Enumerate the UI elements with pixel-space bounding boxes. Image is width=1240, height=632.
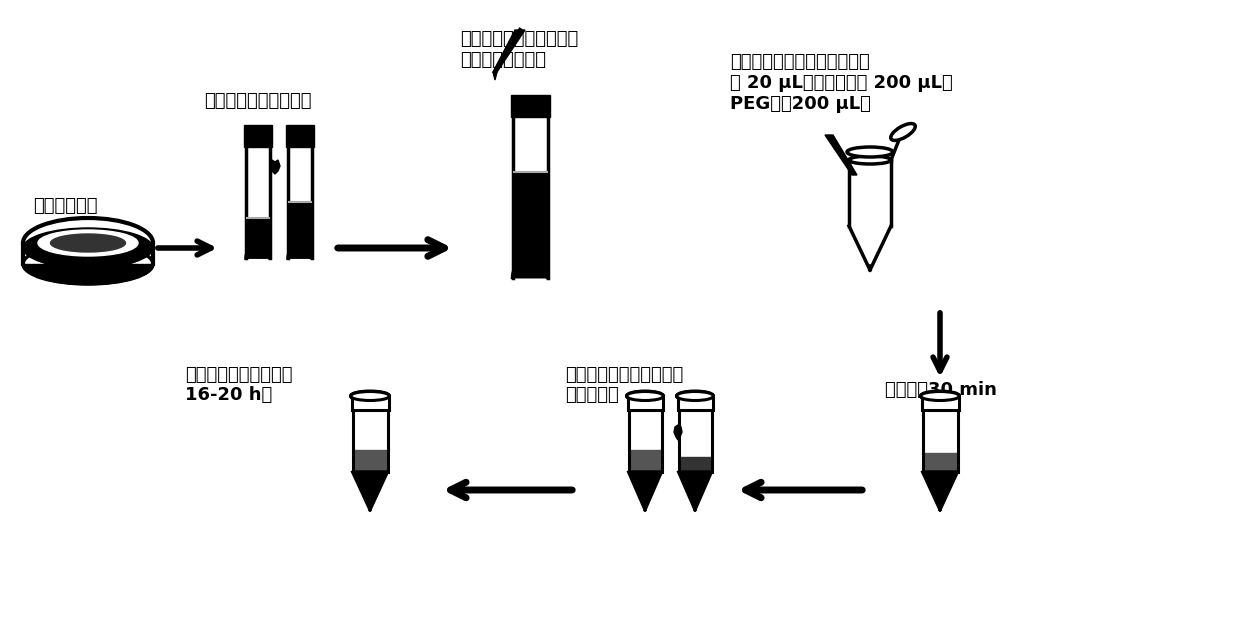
Polygon shape: [512, 260, 548, 277]
Polygon shape: [512, 115, 548, 277]
Polygon shape: [270, 160, 280, 174]
Text: 低速离心，获得沉淀。: 低速离心，获得沉淀。: [205, 92, 311, 110]
Text: 依次加入目的基因表达载体质
粒 20 μL，获取的液体 200 μL，
PEG溶液200 μL。: 依次加入目的基因表达载体质 粒 20 μL，获取的液体 200 μL， PEG溶…: [730, 53, 952, 112]
Polygon shape: [677, 396, 713, 410]
Ellipse shape: [920, 391, 960, 401]
Polygon shape: [288, 145, 312, 258]
Polygon shape: [923, 410, 957, 472]
Polygon shape: [849, 226, 892, 270]
Polygon shape: [924, 453, 956, 471]
Ellipse shape: [351, 391, 389, 401]
Text: 室温反应30 min: 室温反应30 min: [885, 381, 997, 399]
Polygon shape: [494, 30, 525, 72]
Polygon shape: [678, 472, 712, 510]
Polygon shape: [246, 246, 270, 258]
Ellipse shape: [38, 230, 138, 256]
Polygon shape: [289, 202, 311, 257]
Polygon shape: [629, 472, 661, 510]
Polygon shape: [513, 172, 547, 277]
Ellipse shape: [677, 391, 713, 401]
Polygon shape: [352, 410, 387, 472]
Ellipse shape: [626, 391, 663, 401]
Text: 避光酶解叶片: 避光酶解叶片: [33, 197, 98, 215]
Ellipse shape: [51, 234, 125, 252]
Polygon shape: [629, 410, 661, 472]
Polygon shape: [247, 247, 269, 258]
Polygon shape: [244, 125, 272, 147]
Ellipse shape: [920, 391, 960, 401]
Ellipse shape: [890, 124, 915, 140]
Polygon shape: [511, 95, 549, 117]
Polygon shape: [924, 471, 956, 508]
Polygon shape: [921, 396, 959, 410]
Ellipse shape: [849, 156, 892, 164]
Polygon shape: [247, 219, 269, 257]
Text: 重悬沉淀，获得含有气孔
保卫细胞的液体。: 重悬沉淀，获得含有气孔 保卫细胞的液体。: [460, 30, 578, 69]
Polygon shape: [353, 450, 387, 471]
Polygon shape: [352, 472, 387, 510]
Polygon shape: [630, 450, 661, 471]
Polygon shape: [494, 72, 497, 80]
Polygon shape: [868, 265, 872, 270]
Polygon shape: [288, 246, 312, 258]
Polygon shape: [246, 145, 270, 258]
Polygon shape: [923, 472, 957, 510]
Polygon shape: [513, 261, 547, 277]
Ellipse shape: [626, 391, 663, 401]
Polygon shape: [680, 456, 711, 471]
Ellipse shape: [24, 228, 153, 268]
Polygon shape: [353, 471, 387, 508]
Polygon shape: [286, 125, 314, 147]
Polygon shape: [825, 135, 857, 175]
Text: 加入孵育液，恒温培养
16-20 h。: 加入孵育液，恒温培养 16-20 h。: [185, 365, 293, 404]
Polygon shape: [289, 247, 311, 258]
Polygon shape: [351, 396, 388, 410]
Polygon shape: [627, 396, 662, 410]
Polygon shape: [675, 425, 682, 440]
Ellipse shape: [847, 147, 893, 157]
Ellipse shape: [677, 391, 713, 401]
Polygon shape: [630, 471, 661, 508]
Polygon shape: [849, 160, 892, 226]
Text: 加入洗涤液，低速离心，
获得沉淀。: 加入洗涤液，低速离心， 获得沉淀。: [565, 365, 683, 404]
Ellipse shape: [351, 391, 389, 401]
Polygon shape: [680, 471, 711, 508]
Polygon shape: [678, 410, 712, 472]
